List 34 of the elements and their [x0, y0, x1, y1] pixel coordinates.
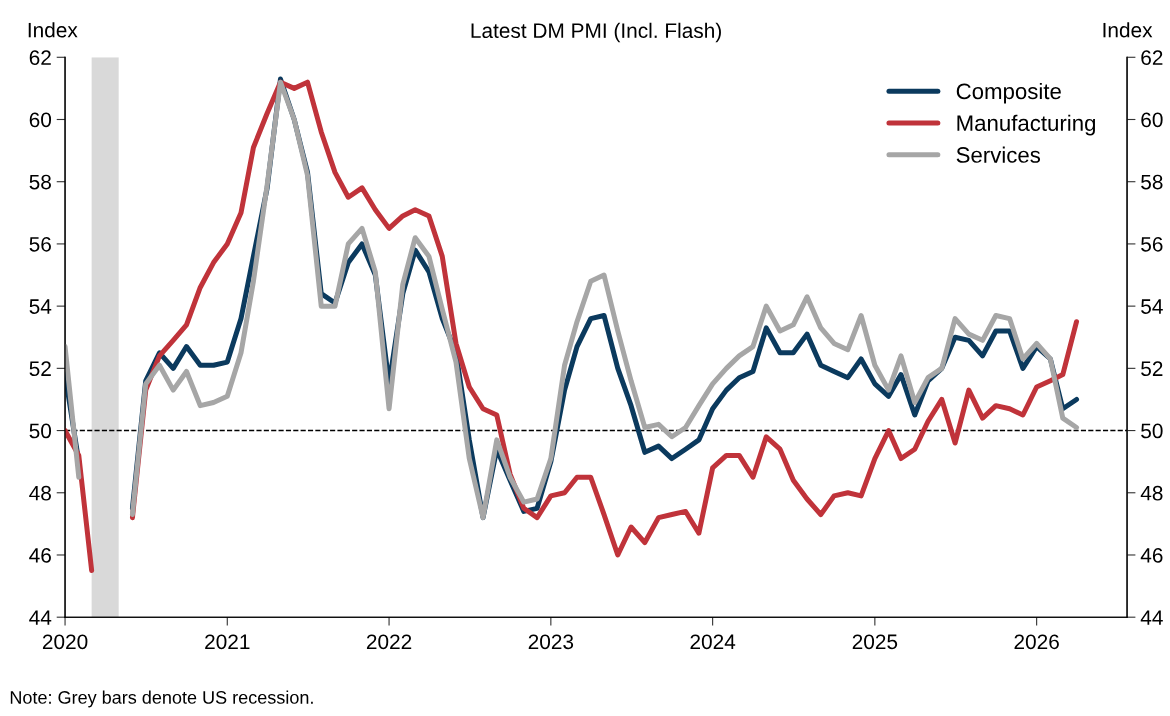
x-tick-label: 2026 [1014, 634, 1059, 650]
y2-tick-label: 52 [1141, 361, 1163, 377]
y-axis-title: Index [28, 22, 78, 38]
y-tick-label: 52 [29, 361, 51, 377]
y2-tick-label: 54 [1141, 299, 1163, 314]
y2-tick-label: 60 [1141, 112, 1163, 128]
x-tick-label: 2024 [690, 634, 736, 650]
y2-tick-label: 44 [1140, 610, 1163, 625]
x-tick-label: 2023 [528, 634, 574, 650]
x-tick-label: 2020 [42, 634, 88, 650]
y2-tick-label: 46 [1140, 547, 1163, 563]
legend-label: Composite [956, 82, 1061, 104]
y2-tick-label: 50 [1141, 423, 1163, 439]
y-tick-label: 44 [29, 610, 52, 625]
y-tick-label: 50 [29, 423, 52, 439]
x-tick-label: 2021 [205, 634, 250, 650]
y2-axis-title: Index [1103, 22, 1153, 38]
y2-tick-label: 62 [1141, 50, 1163, 66]
x-tick-label: 2025 [852, 634, 898, 650]
y-tick-label: 62 [29, 50, 51, 66]
legend-label: Manufacturing [957, 114, 1096, 136]
y-tick-label: 60 [29, 112, 52, 128]
text: Note: Grey bars denote US recession. [10, 690, 313, 708]
y-tick-label: 56 [29, 236, 51, 252]
legend-label: Services [956, 146, 1041, 163]
x-tick-label: 2022 [366, 634, 412, 650]
y-tick-label: 48 [29, 485, 51, 501]
y2-tick-label: 48 [1140, 485, 1163, 501]
y2-tick-label: 58 [1141, 174, 1163, 190]
y2-tick-label: 56 [1141, 236, 1163, 252]
chart-title: Latest DM PMI (Incl. Flash) [471, 22, 721, 43]
y-tick-label: 58 [29, 174, 51, 190]
y-tick-label: 54 [29, 299, 52, 314]
y-tick-label: 46 [29, 547, 51, 563]
